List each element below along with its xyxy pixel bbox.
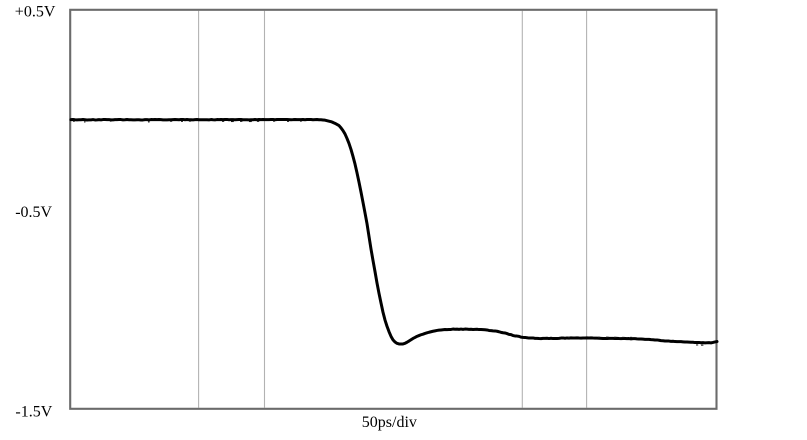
svg-text:50ps/div: 50ps/div	[362, 414, 417, 431]
svg-text:-1.5V: -1.5V	[15, 403, 52, 420]
svg-text:+0.5V: +0.5V	[15, 4, 56, 21]
svg-text:-0.5V: -0.5V	[15, 204, 52, 221]
